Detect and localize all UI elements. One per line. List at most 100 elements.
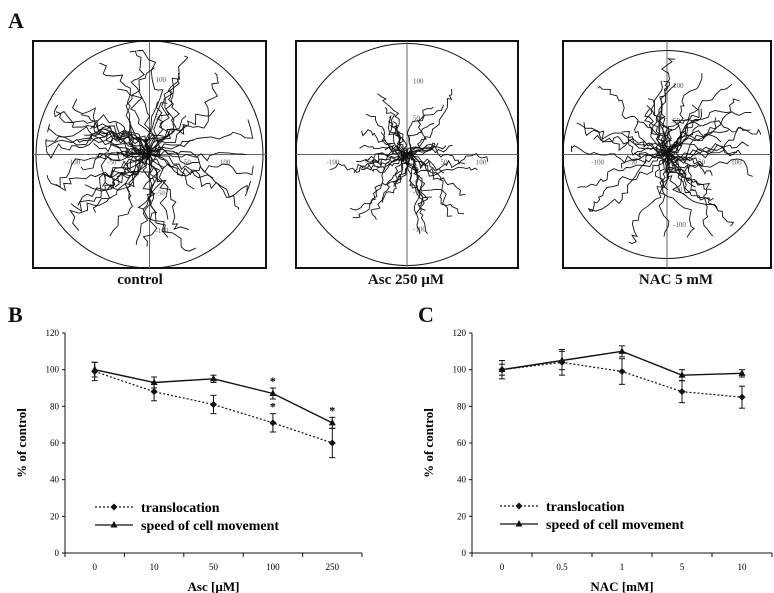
x-tick-label: -50	[365, 159, 375, 167]
cell-track	[55, 154, 150, 192]
cell-track	[589, 154, 668, 212]
x-tick-label: 100	[731, 159, 742, 167]
cell-track	[93, 142, 150, 157]
cell-track	[149, 147, 251, 199]
cell-track	[109, 154, 150, 237]
x-tick-label: 0.5	[556, 562, 568, 572]
cell-track	[149, 148, 247, 162]
cell-track	[405, 154, 432, 199]
y-tick-label: 120	[46, 328, 60, 338]
cell-track	[666, 143, 742, 157]
cell-track	[46, 150, 150, 188]
significance-marker: *	[329, 403, 335, 417]
y-tick-label: 100	[453, 365, 467, 375]
cell-track	[666, 126, 762, 159]
cell-track	[148, 154, 169, 238]
cell-track	[145, 78, 180, 155]
y-tick-label: 100	[156, 76, 167, 84]
cell-track	[136, 49, 164, 155]
legend-label-1: speed of cell movement	[546, 518, 684, 533]
y-tick-label: 100	[413, 78, 424, 86]
x-tick-label: 10	[150, 562, 160, 572]
cell-track	[577, 153, 668, 189]
x-tick-label: 0	[500, 562, 505, 572]
data-point-translocation	[150, 388, 158, 396]
y-tick-label: -50	[156, 189, 166, 197]
data-point-speed	[269, 389, 277, 396]
cell-track	[92, 154, 150, 213]
cell-track	[356, 149, 408, 163]
data-point-translocation	[269, 419, 277, 427]
cell-track	[666, 154, 696, 188]
y-tick-label: 60	[50, 438, 60, 448]
cell-track	[125, 67, 155, 155]
cell-track	[361, 129, 408, 155]
cell-track	[352, 154, 408, 219]
cell-track	[406, 144, 489, 165]
x-tick-label: -50	[107, 159, 117, 167]
data-point-speed	[150, 378, 158, 385]
data-point-translocation	[618, 368, 626, 375]
cell-track	[593, 134, 668, 164]
cell-track	[664, 104, 699, 155]
cell-track	[370, 154, 409, 220]
cell-track	[576, 122, 668, 155]
panel-letter-c: C	[418, 302, 434, 327]
x-tick-label: 50	[698, 159, 706, 167]
cell-track	[359, 144, 408, 155]
cell-track	[646, 105, 668, 155]
chart-c: 0 20 40 60 80 100 120 0 0.5 1 5 10 NAC [mM] % of cont…	[421, 328, 773, 593]
cell-track	[77, 135, 150, 155]
cell-track	[55, 111, 150, 155]
cell-track	[90, 114, 150, 155]
cell-track	[144, 154, 190, 231]
data-point-speed	[618, 347, 626, 354]
cell-track	[405, 154, 421, 234]
y-tick-label: 50	[413, 115, 421, 123]
cell-track	[84, 154, 151, 192]
cell-track	[99, 62, 156, 155]
y-tick-label: 40	[50, 475, 60, 485]
cell-track	[666, 117, 717, 155]
cell-track	[114, 151, 150, 188]
data-point-translocation	[328, 439, 336, 447]
x-axis-label: NAC [mM]	[590, 579, 653, 593]
condition-label-nac: NAC 5 mM	[638, 272, 714, 288]
cell-track	[146, 109, 216, 155]
cell-track	[666, 119, 698, 155]
legend-marker	[515, 502, 523, 510]
cell-track	[644, 98, 673, 155]
y-tick-label: 100	[46, 365, 60, 375]
cell-track	[587, 153, 668, 213]
condition-label-control: control	[117, 272, 163, 288]
y-tick-label: -50	[673, 186, 683, 194]
y-tick-label: 0	[462, 548, 467, 558]
y-tick-label: 0	[55, 548, 60, 558]
cell-track	[45, 130, 150, 159]
cell-track	[68, 153, 150, 231]
cell-track	[80, 149, 150, 171]
cell-track	[102, 152, 150, 187]
x-axis-label: Asc [µM]	[188, 579, 240, 593]
legend-label-1: speed of cell movement	[141, 519, 279, 534]
cell-track	[388, 115, 408, 155]
data-point-speed	[558, 356, 566, 363]
legend-label-0: translocation	[546, 500, 625, 515]
y-axis-label: % of control	[421, 408, 436, 478]
cell-track	[621, 153, 668, 169]
cell-track	[115, 122, 150, 155]
x-tick-label: 250	[326, 562, 340, 572]
x-tick-label: 1	[620, 562, 625, 572]
cell-track	[104, 154, 150, 190]
cell-track	[666, 72, 703, 155]
data-point-translocation	[210, 401, 217, 408]
chart-b: 0 20 40 60 80 100 120 0 10 50 100 250 Asc [µM] % of c…	[14, 328, 363, 593]
legend-marker	[110, 503, 118, 511]
cell-track	[406, 104, 445, 155]
data-point-speed	[328, 418, 336, 426]
cell-track	[406, 88, 453, 155]
x-tick-label: -50	[628, 159, 638, 167]
cell-track	[377, 93, 408, 155]
